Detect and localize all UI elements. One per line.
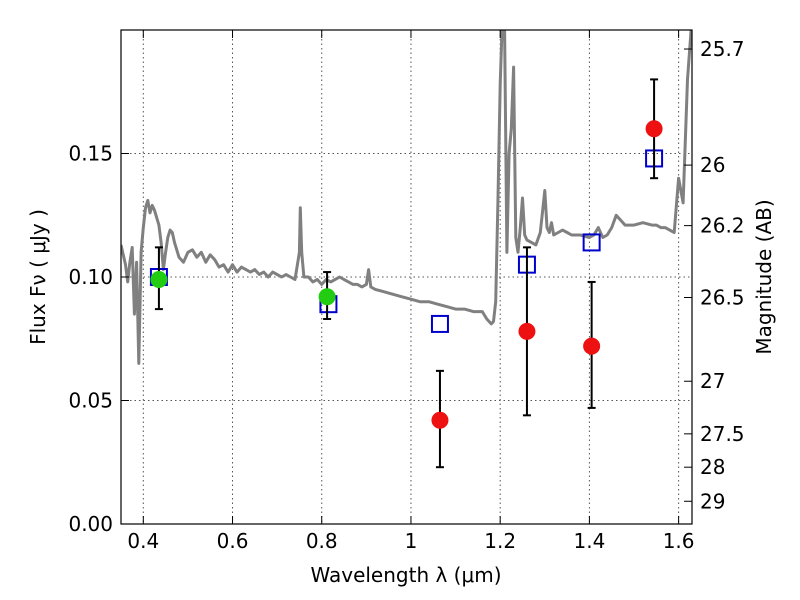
x-axis-label: Wavelength λ (μm) (310, 563, 501, 587)
x-tick-label: 0.8 (306, 529, 338, 553)
y2-tick-label: 28 (700, 455, 725, 479)
y-tick-label: 0.15 (68, 142, 113, 166)
model-square-point (430, 314, 449, 333)
data-point (645, 120, 663, 138)
y2-axis-label: Magnitude (AB) (752, 199, 776, 354)
data-point (518, 322, 536, 340)
data-point (583, 337, 601, 355)
data-point (318, 288, 336, 306)
y-tick-label: 0.00 (68, 512, 113, 536)
spectrum-line (121, 30, 692, 365)
x-tick-label: 0.4 (127, 529, 159, 553)
y-tick-label: 0.10 (68, 265, 113, 289)
x-tick-label: 1.2 (484, 529, 516, 553)
data-point (150, 270, 168, 288)
y2-tick-label: 26.2 (700, 214, 745, 238)
data-point (431, 411, 449, 429)
x-tick-label: 1.4 (573, 529, 605, 553)
labels: Wavelength λ (μm) Flux Fν ( μJy ) Magnit… (26, 199, 776, 587)
x-tick-label: 1 (405, 529, 418, 553)
grid (121, 30, 692, 524)
y2-tick-label: 29 (700, 489, 725, 513)
y2-tick-label: 27.5 (700, 422, 745, 446)
model-square-point (582, 233, 601, 252)
y2-tick-label: 25.7 (700, 37, 745, 61)
plot-area (121, 30, 692, 469)
y2-tick-label: 26 (700, 153, 725, 177)
y2-tick-label: 27 (700, 369, 725, 393)
y-tick-label: 0.05 (68, 389, 113, 413)
x-tick-label: 0.6 (217, 529, 249, 553)
x-tick-label: 1.6 (663, 529, 695, 553)
y2-tick-label: 26.5 (700, 286, 745, 310)
ticks: 0.4 0.6 0.8 1 1.2 1.4 1.6 0.00 0.05 0.10 0.15 25.7 2… (68, 30, 745, 553)
y-axis-label: Flux Fν ( μJy ) (26, 209, 50, 345)
